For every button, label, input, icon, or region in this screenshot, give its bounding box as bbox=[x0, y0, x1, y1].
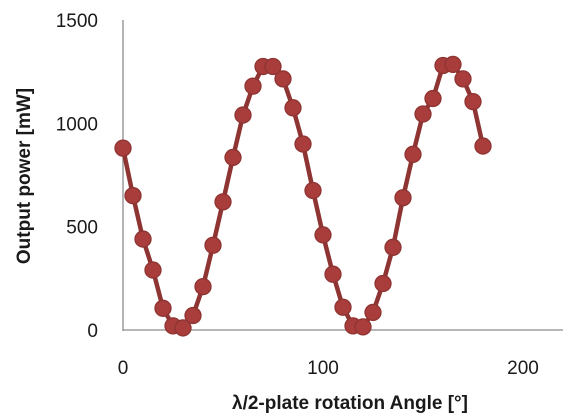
data-point bbox=[334, 298, 352, 316]
data-point bbox=[184, 306, 202, 325]
data-point bbox=[474, 137, 492, 155]
data-point bbox=[174, 319, 192, 337]
data-point bbox=[444, 55, 462, 74]
data-point bbox=[424, 89, 442, 108]
data-point bbox=[224, 148, 242, 167]
y-tick-labels: 0 500 1000 1500 bbox=[56, 11, 98, 342]
data-point bbox=[194, 277, 212, 296]
data-point bbox=[324, 265, 342, 283]
data-point bbox=[274, 70, 292, 88]
data-point bbox=[464, 92, 482, 111]
data-point bbox=[294, 135, 312, 153]
series bbox=[114, 55, 492, 337]
data-point bbox=[284, 99, 302, 117]
data-point bbox=[124, 187, 142, 205]
data-point bbox=[114, 139, 132, 157]
data-point bbox=[264, 57, 282, 76]
y-tick-label: 1000 bbox=[56, 114, 98, 135]
x-tick-label: 200 bbox=[507, 358, 539, 379]
data-point bbox=[404, 145, 422, 163]
data-point bbox=[414, 105, 432, 123]
x-tick-labels: 0 100 200 bbox=[118, 358, 539, 379]
data-point bbox=[374, 274, 392, 293]
data-point bbox=[214, 193, 232, 211]
data-point bbox=[354, 318, 372, 336]
data-point bbox=[314, 226, 332, 244]
data-point bbox=[134, 230, 152, 248]
y-tick-label: 0 bbox=[87, 321, 98, 342]
data-point bbox=[364, 303, 382, 322]
data-point bbox=[204, 236, 222, 254]
data-point bbox=[384, 238, 402, 256]
y-tick-label: 500 bbox=[66, 218, 98, 239]
data-point bbox=[144, 261, 162, 279]
data-point bbox=[244, 77, 262, 95]
x-tick-label: 0 bbox=[118, 358, 129, 379]
data-point bbox=[304, 181, 322, 200]
x-axis-title: λ/2-plate rotation Angle [°] bbox=[232, 393, 468, 414]
x-tick-label: 100 bbox=[307, 358, 339, 379]
axes bbox=[122, 20, 563, 331]
data-point bbox=[154, 299, 172, 317]
data-point bbox=[454, 70, 472, 88]
data-point bbox=[394, 189, 412, 207]
y-axis-title: Output power [mW] bbox=[14, 88, 35, 264]
y-tick-label: 1500 bbox=[56, 11, 98, 32]
data-point bbox=[234, 106, 252, 124]
